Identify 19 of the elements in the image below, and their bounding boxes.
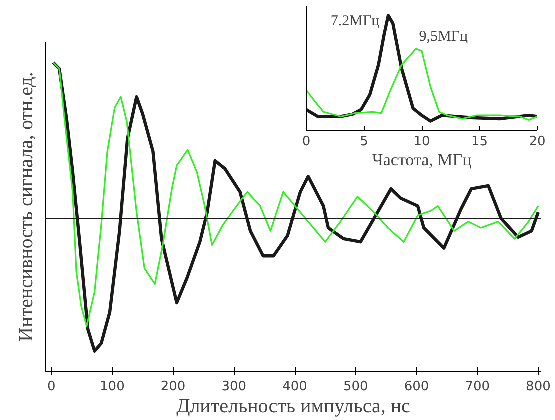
x-tick-label: 600 bbox=[404, 380, 430, 394]
x-tick-label: 20 bbox=[529, 134, 546, 150]
x-tick-label: 0 bbox=[47, 380, 56, 394]
annotation: 7.2МГц bbox=[330, 14, 380, 30]
x-tick-label: 700 bbox=[465, 380, 490, 394]
x-tick-label: 200 bbox=[160, 380, 186, 394]
x-tick-label: 400 bbox=[282, 380, 308, 394]
x-tick-label: 15 bbox=[471, 134, 488, 150]
x-tick-label: 100 bbox=[100, 380, 125, 394]
x-tick-label: 5 bbox=[360, 134, 368, 150]
x-tick-label: 300 bbox=[222, 380, 247, 394]
x-tick-label: 0 bbox=[302, 134, 311, 150]
x-tick-label: 500 bbox=[343, 380, 368, 394]
x-axis-title: Частота, МГц bbox=[372, 150, 472, 170]
x-tick-label: 800 bbox=[526, 380, 551, 394]
annotation: 9,5МГц bbox=[419, 28, 468, 45]
y-axis-title: Интенсивность сигнала, отн.ед. bbox=[16, 72, 38, 342]
x-axis-title: Длительность импульса, нс bbox=[176, 396, 411, 418]
x-tick-label: 10 bbox=[414, 134, 430, 150]
